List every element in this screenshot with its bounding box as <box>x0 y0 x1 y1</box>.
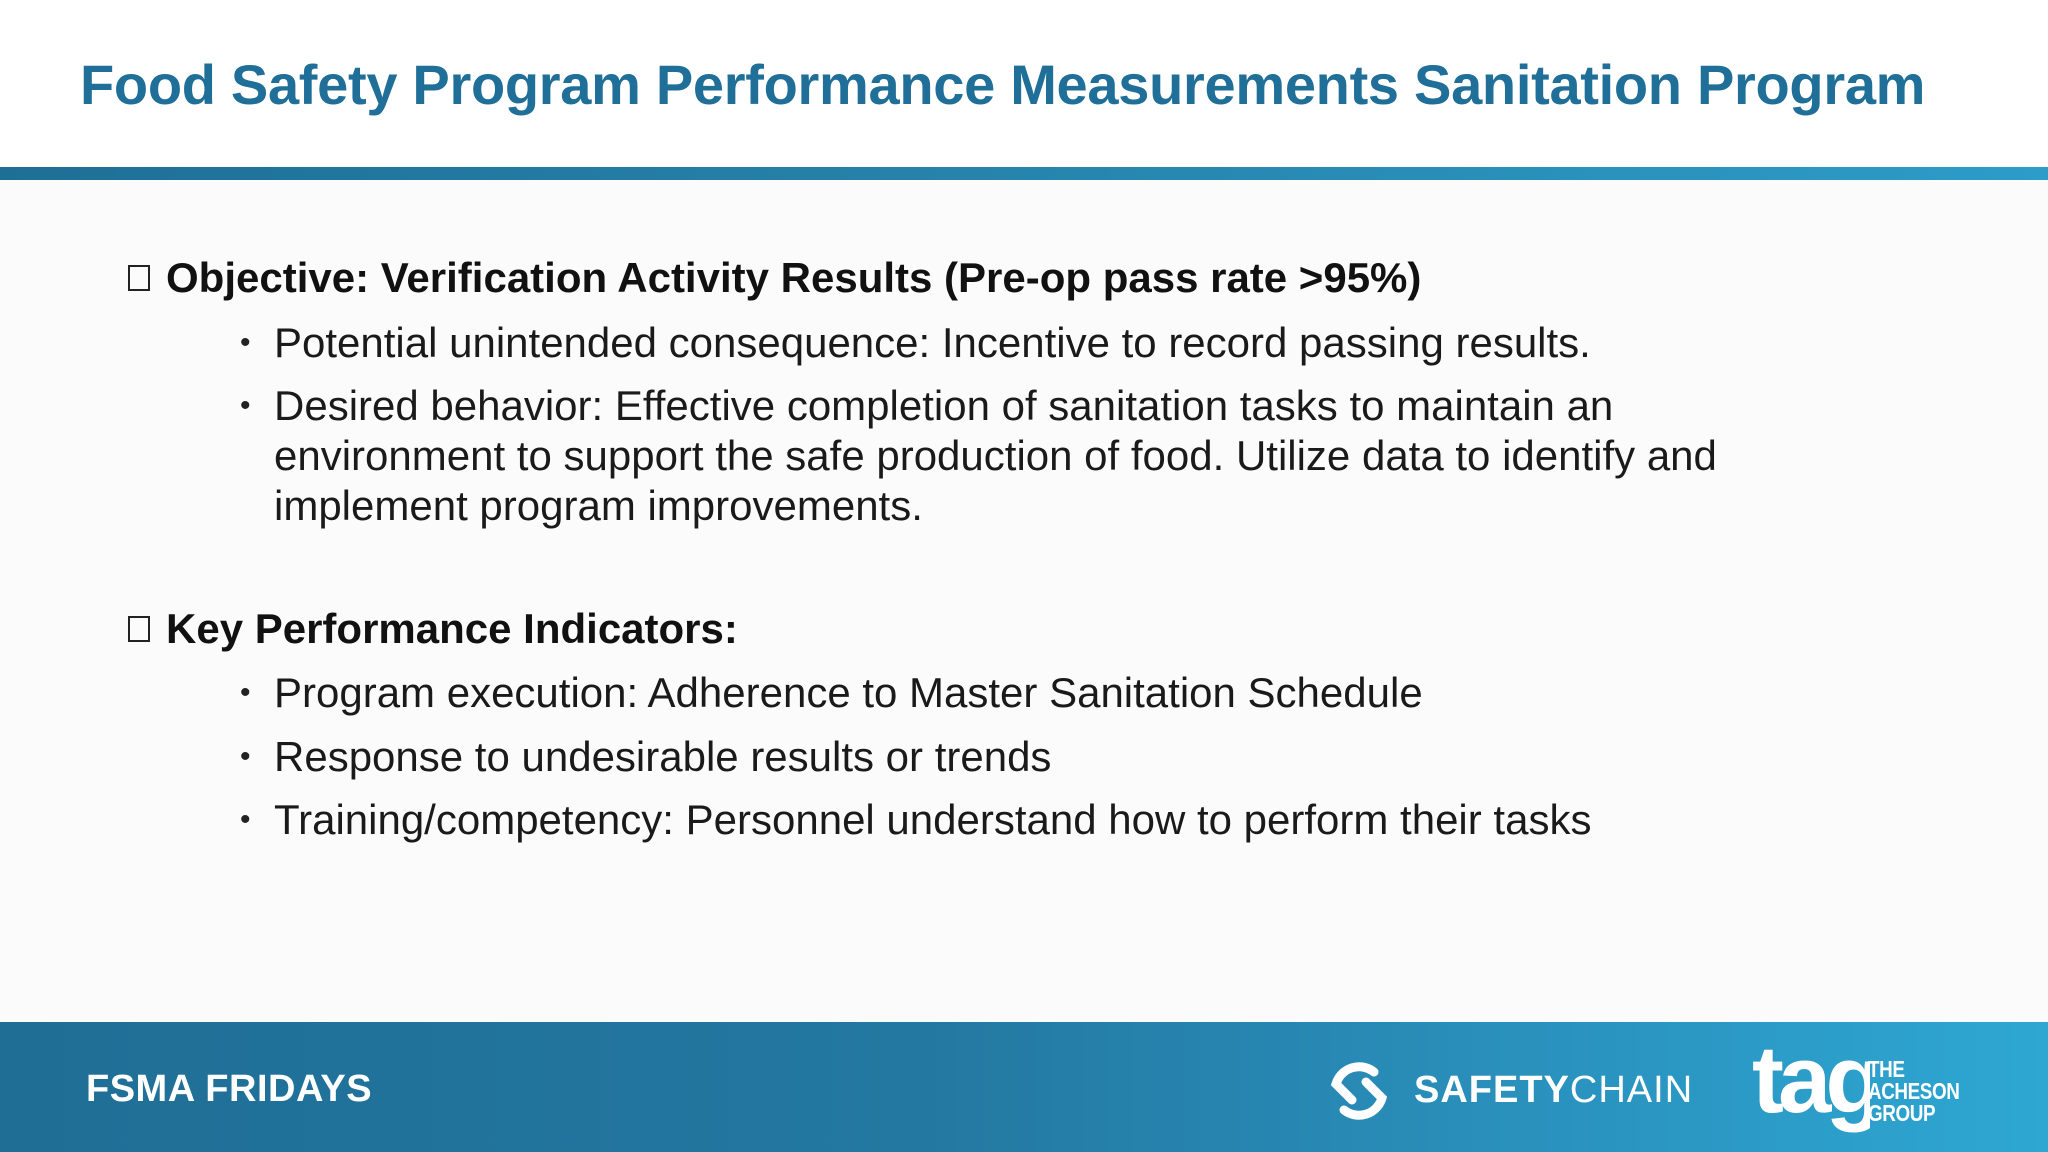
objective-heading-text: Objective: Verification Activity Results… <box>166 254 1422 301</box>
safetychain-wordmark: SAFETYCHAIN <box>1414 1069 1693 1112</box>
objective-heading: Objective: Verification Activity Results… <box>128 254 1421 302</box>
tag-line: ACHESON <box>1868 1078 1960 1104</box>
list-item: • Program execution: Adherence to Master… <box>240 668 1800 718</box>
list-item: • Response to undesirable results or tre… <box>240 732 1800 782</box>
footer-label: FSMA FRIDAYS <box>86 1068 373 1110</box>
footer-bar: FSMA FRIDAYS SAFETYCHAIN tag THE ACHESON… <box>0 1022 2048 1152</box>
list-item-text: Potential unintended consequence: Incent… <box>274 319 1591 366</box>
title-area: Food Safety Program Performance Measurem… <box>0 0 2048 167</box>
bullet-dot-icon: • <box>240 326 251 359</box>
list-item-text: Training/competency: Personnel understan… <box>274 796 1592 843</box>
bullet-dot-icon: • <box>240 389 251 422</box>
list-item: • Potential unintended consequence: Ince… <box>240 318 1800 368</box>
list-item-text: Response to undesirable results or trend… <box>274 733 1052 780</box>
bullet-dot-icon: • <box>240 676 251 709</box>
kpi-heading-text: Key Performance Indicators: <box>166 605 738 652</box>
tag-line: GROUP <box>1868 1100 1936 1126</box>
box-icon <box>128 265 150 291</box>
tag-logo-icon: tag <box>1752 1036 1870 1133</box>
list-item: • Training/competency: Personnel underst… <box>240 795 1800 845</box>
list-item-text: Desired behavior: Effective completion o… <box>274 382 1717 529</box>
safetychain-light: CHAIN <box>1569 1069 1694 1111</box>
safetychain-bold: SAFETY <box>1414 1069 1570 1111</box>
tag-logo-text: tag <box>1752 1036 1870 1133</box>
bullet-dot-icon: • <box>240 803 251 836</box>
kpi-heading: Key Performance Indicators: <box>128 605 738 653</box>
safetychain-logo-icon <box>1330 1062 1388 1120</box>
acheson-group-wordmark: THE ACHESON GROUP <box>1868 1056 1960 1126</box>
list-item-text: Program execution: Adherence to Master S… <box>274 669 1423 716</box>
title-divider <box>0 167 2048 180</box>
tag-line: THE <box>1868 1056 1905 1082</box>
slide-content: Objective: Verification Activity Results… <box>0 180 2048 1022</box>
page-title: Food Safety Program Performance Measurem… <box>80 53 1926 116</box>
box-icon <box>128 616 150 642</box>
list-item: • Desired behavior: Effective completion… <box>240 381 1800 531</box>
bullet-dot-icon: • <box>240 740 251 773</box>
